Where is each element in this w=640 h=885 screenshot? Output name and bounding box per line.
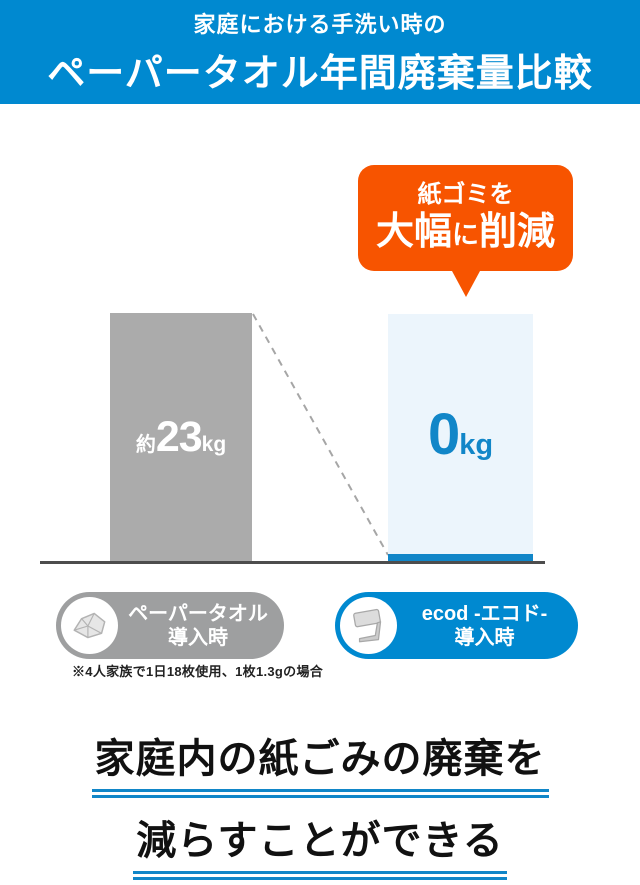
bar-paper-value: 23 bbox=[155, 412, 203, 461]
footnote: ※4人家族で1日18枚使用、1枚1.3gの場合 bbox=[72, 664, 324, 679]
legend-paper-title: ペーパータオル bbox=[128, 602, 268, 625]
conclusion-block: 家庭内の紙ごみの廃棄を 減らすことができる bbox=[0, 726, 640, 880]
header-banner: 家庭における手洗い時の ペーパータオル年間廃棄量比較 bbox=[0, 0, 640, 104]
legend-paper-subtitle: 導入時 bbox=[168, 626, 228, 649]
bar-ecod-value: 0 bbox=[427, 401, 460, 467]
legend-ecod: ecod -エコド- 導入時 bbox=[335, 592, 578, 659]
conclusion-line2: 減らすことができる bbox=[133, 808, 508, 880]
header-subtitle: 家庭における手洗い時の bbox=[193, 12, 447, 37]
bar-ecod-unit: kg bbox=[459, 428, 494, 461]
bar-ecod-label: 0 kg bbox=[428, 401, 493, 468]
legend-ecod-subtitle: 導入時 bbox=[454, 626, 515, 649]
callout-big1: 大幅 bbox=[375, 210, 452, 253]
hand-dryer-icon bbox=[340, 597, 397, 654]
bar-paper-approx: 約 bbox=[135, 433, 156, 456]
legend-paper-towel: ペーパータオル 導入時 bbox=[56, 592, 284, 659]
conclusion-line1: 家庭内の紙ごみの廃棄を bbox=[91, 726, 549, 798]
bar-paper-towel: 約 23 kg bbox=[110, 313, 252, 561]
page-title: ペーパータオル年間廃棄量比較 bbox=[47, 53, 593, 95]
callout-line1: 紙ゴミを bbox=[417, 181, 514, 209]
bar-paper-unit: kg bbox=[201, 432, 227, 456]
chart-baseline bbox=[40, 561, 545, 564]
callout-mid: に bbox=[452, 219, 479, 250]
callout-line2: 大幅に削減 bbox=[376, 211, 555, 255]
callout-big2: 削減 bbox=[479, 210, 556, 253]
bar-paper-label: 約 23 kg bbox=[136, 413, 226, 462]
legend-paper-text: ペーパータオル 導入時 bbox=[118, 602, 284, 650]
legend-ecod-text: ecod -エコド- 導入時 bbox=[397, 602, 578, 650]
conclusion-row1: 家庭内の紙ごみの廃棄を bbox=[0, 726, 640, 798]
crumpled-paper-icon bbox=[61, 597, 118, 654]
bar-ecod: 0 kg bbox=[388, 314, 533, 561]
reduction-callout-bubble: 紙ゴミを 大幅に削減 bbox=[358, 165, 573, 271]
legend-ecod-title: ecod -エコド- bbox=[421, 602, 548, 625]
conclusion-row2: 減らすことができる bbox=[0, 808, 640, 880]
